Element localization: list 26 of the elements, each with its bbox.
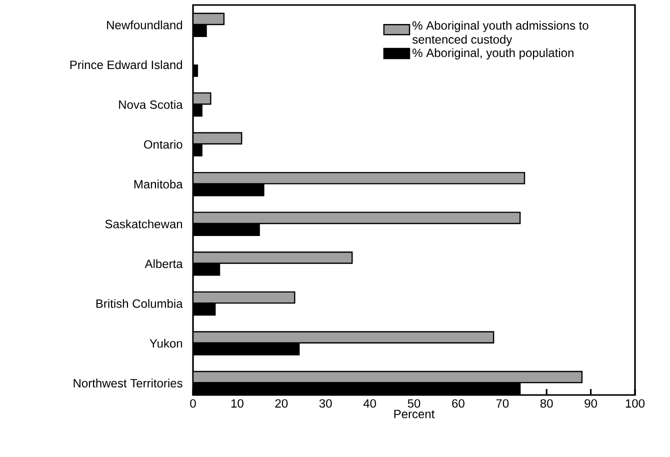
y-tick-label: Northwest Territories xyxy=(74,378,182,388)
y-tick-label: Yukon xyxy=(150,338,182,348)
x-tick-label: 90 xyxy=(584,399,598,408)
x-tick-label: 40 xyxy=(363,399,376,408)
x-tick-label: 30 xyxy=(319,399,332,408)
x-tick-label: 60 xyxy=(452,399,464,408)
x-tick-label: 80 xyxy=(540,399,553,408)
x-tick-label: 50 xyxy=(408,399,420,408)
legend-label: % Aboriginal youth admissions to sentenced custody xyxy=(412,20,588,46)
x-axis-title: Percent xyxy=(394,410,435,418)
y-tick-label: Nova Scotia xyxy=(119,100,183,109)
y-tick-label: British Columbia xyxy=(96,299,183,308)
x-tick-label: 20 xyxy=(275,399,288,408)
y-tick-label: Alberta xyxy=(144,259,183,268)
x-tick-label: 70 xyxy=(496,399,509,408)
y-tick-label: Saskatchewan xyxy=(105,219,182,228)
x-tick-label: 10 xyxy=(231,399,244,408)
y-tick-label: Manitoba xyxy=(134,180,183,188)
x-tick-label: 0 xyxy=(190,399,196,408)
bar xyxy=(193,172,526,184)
y-tick-label: Ontario xyxy=(144,140,182,149)
x-tick-label: 100 xyxy=(626,399,645,408)
y-tick-label: Newfoundland xyxy=(107,20,182,30)
legend-label: % Aboriginal, youth population xyxy=(412,48,574,60)
y-tick-label: Prince Edward Island xyxy=(70,60,182,70)
bar xyxy=(193,370,583,384)
